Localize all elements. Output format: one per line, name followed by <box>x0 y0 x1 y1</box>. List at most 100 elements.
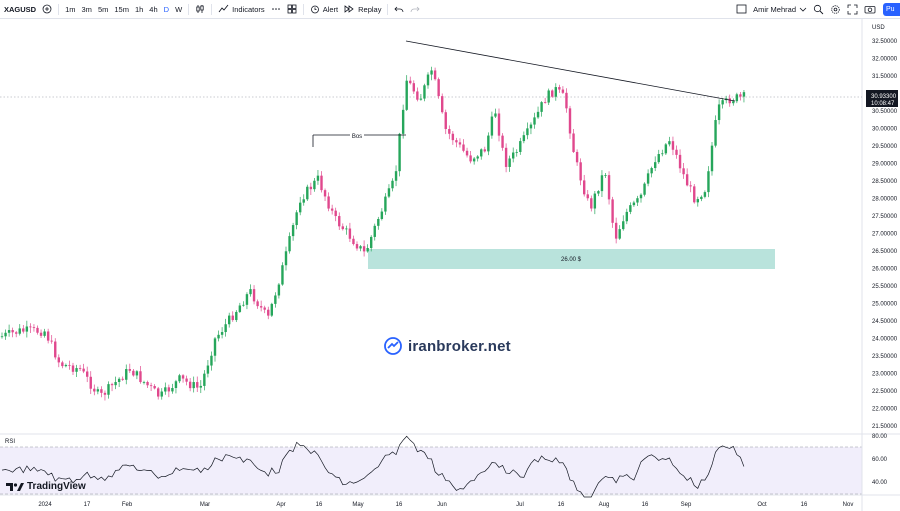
fullscreen-button[interactable] <box>844 0 861 18</box>
symbol-search[interactable]: XAGUSD <box>4 4 37 14</box>
candle <box>338 216 341 227</box>
quick-search-button[interactable] <box>810 0 827 18</box>
settings-button[interactable] <box>827 0 844 18</box>
candle <box>430 70 433 75</box>
interval-d[interactable]: D <box>163 4 170 14</box>
tradingview-watermark[interactable]: TradingView <box>6 481 86 492</box>
rsi-tick-60: 60.00 <box>872 457 888 463</box>
candle <box>455 140 458 143</box>
candle <box>89 376 92 389</box>
price-tick: 32.50000 <box>872 39 898 45</box>
price-tick: 29.50000 <box>872 144 898 150</box>
layout-toggle[interactable] <box>733 0 750 18</box>
interval-4h[interactable]: 4h <box>149 4 158 14</box>
interval-1h[interactable]: 1h <box>134 4 144 14</box>
interval-3m[interactable]: 3m <box>81 4 92 14</box>
bos-label: Bos <box>352 134 362 140</box>
candle <box>547 90 550 103</box>
support-zone-label: 26.00 $ <box>561 257 582 263</box>
bos-label-bg <box>350 132 364 139</box>
interval-w[interactable]: W <box>175 4 183 14</box>
candle <box>597 191 600 194</box>
interval-1m[interactable]: 1m <box>65 4 76 14</box>
candle <box>192 382 195 389</box>
broker-watermark: iranbroker.net <box>383 336 511 356</box>
candle <box>469 155 472 162</box>
candle <box>103 392 107 395</box>
add-symbol-button[interactable] <box>39 0 55 18</box>
candle <box>693 186 696 203</box>
candle <box>316 175 320 181</box>
snapshot-button[interactable] <box>861 0 879 18</box>
tradingview-brand: TradingView <box>27 481 86 492</box>
date-tick: Apr <box>276 502 285 508</box>
redo-button[interactable] <box>407 0 423 18</box>
candle <box>135 371 139 376</box>
candle <box>167 387 171 392</box>
candle <box>82 368 85 372</box>
candle <box>629 205 632 212</box>
candle <box>330 208 334 211</box>
interval-15m[interactable]: 15m <box>114 4 129 14</box>
price-tick: 26.00000 <box>872 267 898 273</box>
candle <box>57 357 60 363</box>
date-tick: 16 <box>801 502 808 508</box>
candle <box>291 225 295 237</box>
support-zone[interactable] <box>368 249 775 269</box>
candle <box>220 332 224 335</box>
candle <box>242 304 245 306</box>
candle <box>558 87 561 90</box>
candle <box>728 98 731 104</box>
date-tick: Jul <box>516 502 524 508</box>
candle <box>462 144 465 151</box>
rsi-tick-80: 80.00 <box>872 434 888 440</box>
user-menu[interactable]: Amir Mehrad <box>750 0 810 18</box>
candle <box>270 303 273 316</box>
indicators-button[interactable]: Indicators <box>215 0 268 18</box>
price-tick: 29.00000 <box>872 162 898 168</box>
candle <box>142 382 146 383</box>
candle <box>238 305 242 312</box>
candle <box>678 154 682 169</box>
candle <box>739 94 742 97</box>
interval-5m[interactable]: 5m <box>97 4 109 14</box>
search-icon <box>813 4 824 14</box>
candle <box>146 382 149 386</box>
candle <box>717 104 721 121</box>
candle <box>554 87 557 97</box>
candle <box>668 141 671 145</box>
indicator-templates-button[interactable] <box>268 0 284 18</box>
candle <box>78 368 82 369</box>
price-chart[interactable]: 26.00 $ Bos USD 32.50000 32.00000 31.50000… <box>0 19 900 511</box>
candle <box>18 328 21 334</box>
candle <box>504 147 508 167</box>
candle <box>96 389 100 392</box>
candle <box>100 389 103 393</box>
candle <box>249 289 252 295</box>
candle <box>412 83 415 92</box>
date-tick: 16 <box>642 502 649 508</box>
candle <box>348 228 352 239</box>
alert-button[interactable]: Alert <box>307 0 341 18</box>
rsi-group <box>1 435 745 498</box>
candle <box>259 306 263 308</box>
undo-button[interactable] <box>391 0 407 18</box>
price-tick: 32.00000 <box>872 57 898 63</box>
candle <box>299 202 302 213</box>
fullscreen-icon <box>847 4 858 14</box>
layout-button[interactable] <box>284 0 300 18</box>
candle <box>110 384 114 386</box>
publish-button[interactable]: Pu <box>883 2 900 16</box>
tradingview-logo-icon <box>6 482 24 491</box>
candle <box>224 324 227 333</box>
candle <box>437 79 440 97</box>
candle <box>75 368 78 372</box>
candle <box>185 378 188 382</box>
chart-type-button[interactable] <box>192 0 208 18</box>
candle <box>423 85 426 99</box>
candle <box>210 355 213 366</box>
replay-button[interactable]: Replay <box>341 0 384 18</box>
trendline[interactable] <box>405 40 736 102</box>
candle <box>703 192 707 197</box>
last-price-value: 30.93300 <box>871 94 897 100</box>
